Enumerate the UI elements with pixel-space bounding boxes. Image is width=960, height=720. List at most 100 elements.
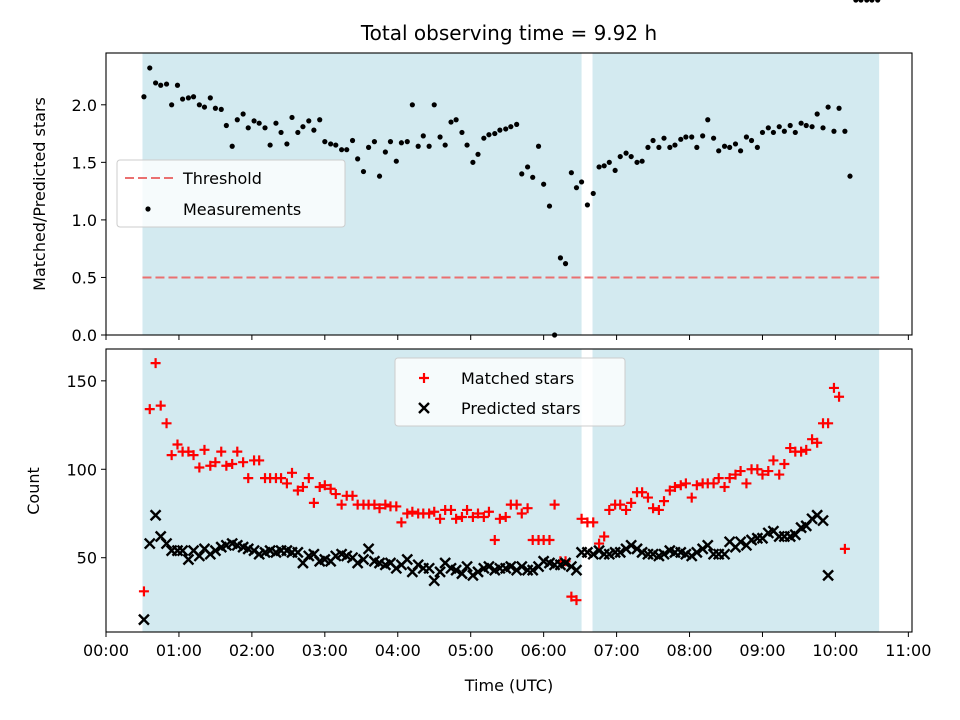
measurement-point [262, 125, 268, 131]
predicted-star-point [526, 564, 539, 576]
matched-star-point [604, 504, 615, 515]
measurement-point [541, 181, 547, 187]
measurement-point [212, 105, 219, 111]
measurement-point [525, 164, 531, 170]
predicted-star-point [434, 566, 446, 578]
chart-title: Total observing time = 9.92 h [360, 21, 657, 45]
matched-star-point [303, 473, 314, 484]
measurement-point [174, 82, 181, 88]
measurement-point [759, 129, 766, 136]
matched-star-point [719, 481, 730, 492]
matched-star-point [144, 404, 155, 415]
matched-star-point [659, 496, 669, 507]
predicted-star-point [456, 567, 468, 580]
matched-star-point [834, 391, 845, 402]
matched-star-point [494, 513, 505, 524]
measurement-point [809, 124, 815, 130]
matched-star-point [456, 512, 467, 523]
measurement-point [727, 144, 733, 150]
predicted-star-point [143, 537, 156, 550]
measurement-point [349, 137, 356, 144]
measurement-point [229, 143, 235, 149]
matched-star-point [194, 462, 205, 473]
measurement-point [820, 125, 826, 131]
matched-star-point [478, 512, 489, 523]
matched-star-point [435, 513, 446, 524]
measurement-point [842, 128, 848, 134]
matched-star-point [522, 503, 533, 514]
measurement-point [158, 82, 164, 88]
y-tick-label: 50 [77, 549, 97, 568]
y-tick-label: 100 [66, 460, 97, 479]
matched-star-point [424, 508, 435, 519]
y-tick-label: 150 [66, 372, 97, 391]
legend-measurements-label: Measurements [183, 200, 301, 219]
measurement-point [437, 134, 443, 140]
matched-star-point [429, 506, 440, 517]
legend-bottom: Matched stars Predicted stars [394, 357, 626, 427]
predicted-star-point [614, 546, 627, 559]
legend-matched-label: Matched stars [461, 369, 574, 388]
matched-star-point [621, 504, 632, 515]
predicted-star-point [504, 560, 517, 573]
measurement-point [656, 144, 662, 150]
matched-star-point [188, 450, 199, 461]
matched-star-point [347, 490, 358, 501]
measurement-point [590, 190, 596, 197]
predicted-star-point [570, 564, 583, 576]
observing-interval [592, 349, 880, 632]
measurement-point [273, 120, 279, 126]
measurement-point [147, 65, 153, 71]
matched-star-point [653, 504, 664, 515]
predicted-star-point [625, 539, 638, 552]
measurement-point [869, 0, 875, 3]
measurement-point [306, 118, 312, 124]
axes-frame [105, 348, 913, 633]
measurement-point [201, 104, 208, 110]
legend-measurement-swatch [145, 206, 151, 212]
matched-star-point [768, 455, 779, 466]
measurement-point [328, 141, 334, 147]
matched-star-point [462, 504, 473, 515]
measurement-point [514, 121, 520, 127]
measurement-point [814, 111, 820, 117]
matched-star-point [664, 485, 675, 496]
measurement-point [562, 261, 569, 267]
measurement-point [426, 143, 432, 149]
x-tick-label: 04:00 [375, 641, 421, 660]
measurement-point [617, 153, 623, 160]
matched-star-point [150, 358, 161, 369]
predicted-star-point [291, 546, 304, 559]
predicted-star-point [362, 543, 375, 555]
measurement-point [179, 96, 186, 102]
measurement-point [207, 95, 213, 101]
matched-star-point [752, 464, 763, 475]
measurement-point [831, 128, 837, 134]
measurement-point [546, 203, 553, 209]
measurement-point [672, 142, 678, 148]
legend-matched-swatch [419, 373, 429, 383]
measurement-point [853, 0, 859, 3]
measurement-point [448, 119, 454, 125]
x-tick-label: 05:00 [448, 641, 494, 660]
measurement-point [781, 128, 787, 134]
matched-star-point [155, 400, 166, 411]
measurement-point [404, 139, 410, 145]
matched-star-point [741, 478, 752, 489]
matched-star-point [216, 446, 227, 457]
predicted-star-point [559, 557, 572, 569]
legend-predicted-swatch [418, 402, 430, 414]
measurement-point [530, 174, 536, 180]
measurement-point [678, 136, 684, 142]
predicted-star-point [401, 553, 414, 566]
matched-star-point [576, 513, 587, 524]
measurement-point [355, 156, 361, 162]
predicted-star-point [176, 544, 189, 557]
predicted-star-point [357, 553, 370, 566]
measurement-point [153, 80, 159, 86]
matched-star-point [374, 503, 385, 514]
predicted-star-point [822, 569, 834, 582]
legend-box [394, 357, 626, 427]
matched-star-point [254, 455, 265, 466]
